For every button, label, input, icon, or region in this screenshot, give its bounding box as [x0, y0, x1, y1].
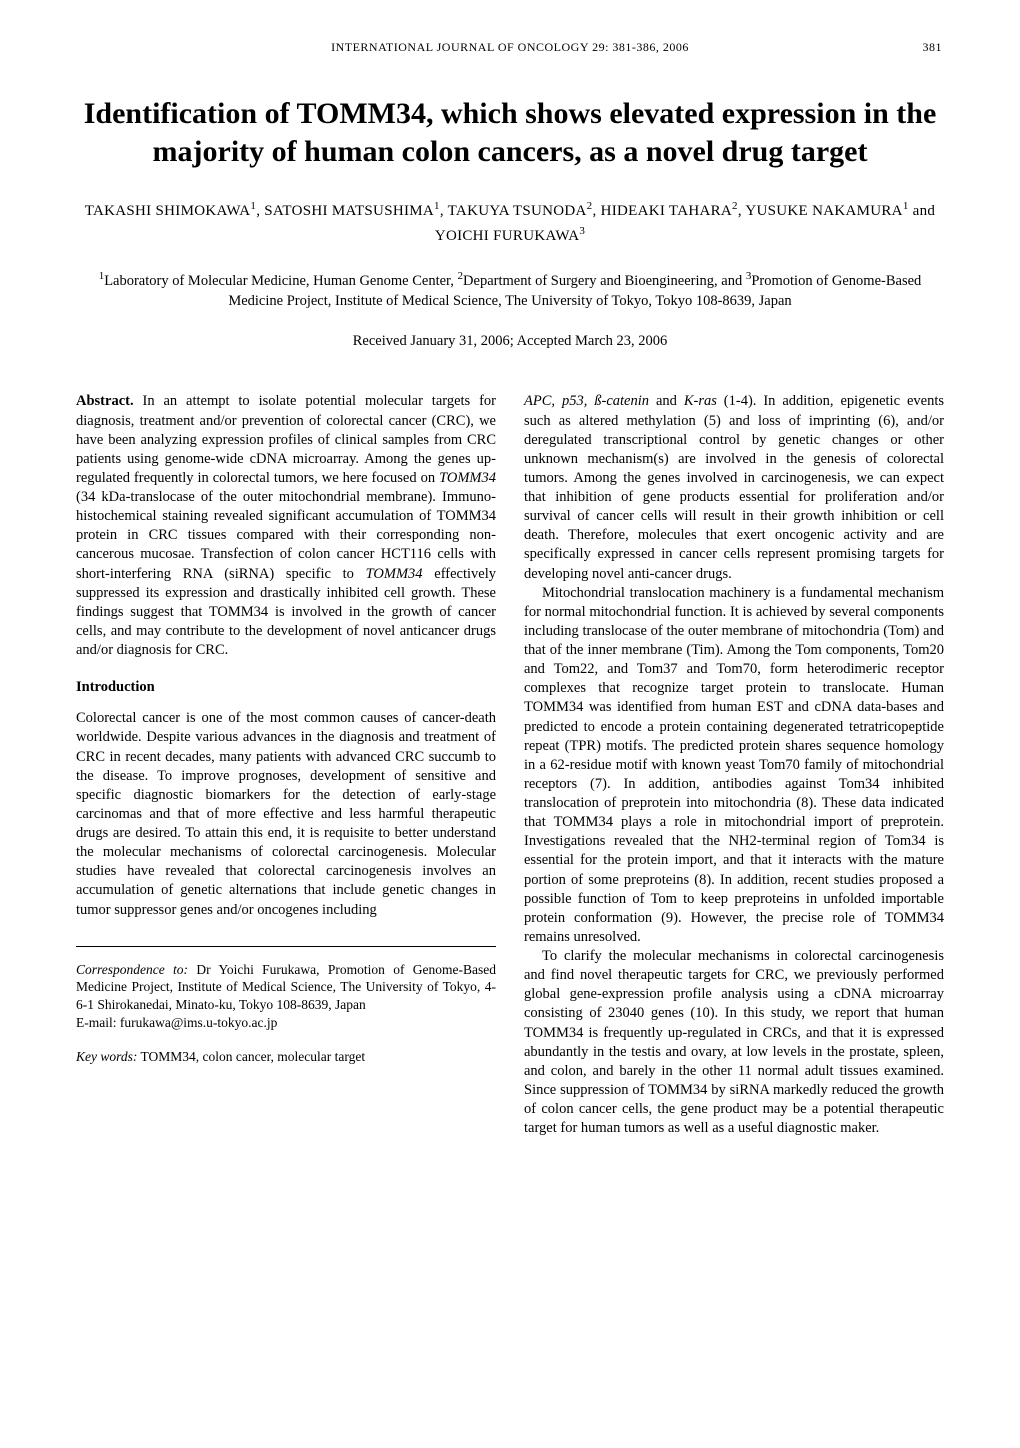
correspondence-email: E-mail: furukawa@ims.u-tokyo.ac.jp [76, 1014, 496, 1032]
keywords-label: Key words: [76, 1049, 137, 1064]
received-accepted: Received January 31, 2006; Accepted Marc… [76, 333, 944, 350]
affiliations-line: 1Laboratory of Molecular Medicine, Human… [76, 269, 944, 311]
introduction-heading: Introduction [76, 678, 496, 697]
authors-line: TAKASHI SHIMOKAWA1, SATOSHI MATSUSHIMA1,… [76, 198, 944, 247]
two-column-body: Abstract. In an attempt to isolate poten… [76, 392, 944, 1138]
footnote-divider [76, 946, 496, 947]
right-paragraph-1: APC, p53, ß-catenin and K-ras (1-4). In … [524, 392, 944, 583]
keywords-block: Key words: TOMM34, colon cancer, molecul… [76, 1048, 496, 1066]
left-column: Abstract. In an attempt to isolate poten… [76, 392, 496, 1138]
right-column: APC, p53, ß-catenin and K-ras (1-4). In … [524, 392, 944, 1138]
abstract-text: In an attempt to isolate potential molec… [76, 393, 496, 658]
journal-citation: INTERNATIONAL JOURNAL OF ONCOLOGY 29: 38… [331, 40, 689, 54]
right-paragraph-2: Mitochondrial translocation machinery is… [524, 584, 944, 947]
correspondence-label: Correspondence to: [76, 962, 188, 977]
correspondence-block: Correspondence to: Dr Yoichi Furukawa, P… [76, 961, 496, 1032]
abstract-paragraph: Abstract. In an attempt to isolate poten… [76, 392, 496, 660]
article-title: Identification of TOMM34, which shows el… [76, 95, 944, 170]
abstract-label: Abstract. [76, 393, 134, 409]
right-paragraph-3: To clarify the molecular mechanisms in c… [524, 947, 944, 1138]
running-head: INTERNATIONAL JOURNAL OF ONCOLOGY 29: 38… [76, 40, 944, 55]
keywords-body: TOMM34, colon cancer, molecular target [137, 1049, 365, 1064]
page-number: 381 [923, 40, 943, 55]
intro-paragraph-1: Colorectal cancer is one of the most com… [76, 709, 496, 919]
page-container: INTERNATIONAL JOURNAL OF ONCOLOGY 29: 38… [0, 0, 1020, 1178]
